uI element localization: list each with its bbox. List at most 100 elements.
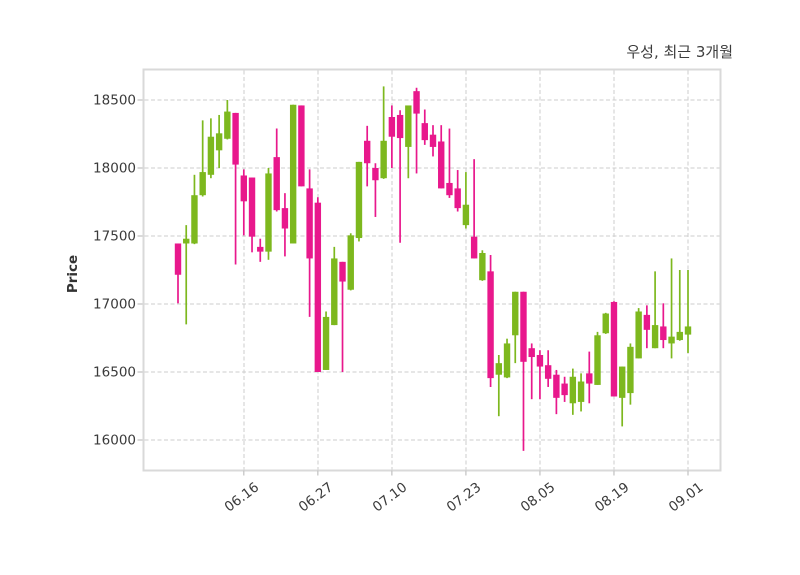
candle-body <box>512 291 519 336</box>
candle-body <box>396 114 404 139</box>
candle-body <box>265 173 272 252</box>
candle-body <box>183 238 190 244</box>
candle-06.30 <box>322 311 330 370</box>
y-axis-label: Price <box>65 255 81 293</box>
x-tick-label: 09.01 <box>666 479 707 515</box>
candle-08.18 <box>602 312 609 334</box>
candle-body <box>363 140 371 164</box>
candle-07.10 <box>388 105 396 168</box>
candle-06.25 <box>298 105 305 187</box>
candle-07.31 <box>512 291 519 364</box>
candle-07.14 <box>405 105 412 179</box>
candle-08.21 <box>627 343 634 405</box>
candle-body <box>372 168 379 181</box>
y-tick-label: 18000 <box>93 161 136 177</box>
candle-body <box>380 140 387 179</box>
candle-body <box>487 271 494 379</box>
candle-body <box>462 204 470 226</box>
candle-body <box>618 366 626 398</box>
candle-body <box>454 188 461 209</box>
candle-body <box>298 105 305 187</box>
y-tick-label: 17000 <box>93 297 136 313</box>
candle-body <box>331 258 338 326</box>
candle-body <box>561 383 568 396</box>
candle-07.15 <box>413 87 420 174</box>
candle-07.09 <box>380 86 387 179</box>
candle-07.07 <box>363 125 371 187</box>
candle-body <box>289 104 297 244</box>
candle-06.16 <box>240 169 248 236</box>
candle-body <box>306 188 313 259</box>
candle-body <box>586 373 593 384</box>
candle-07.24 <box>470 159 478 259</box>
candle-06.10 <box>207 118 215 179</box>
candle-body <box>248 177 256 237</box>
candle-body <box>314 202 322 372</box>
candle-08.19 <box>610 301 618 397</box>
candle-06.23 <box>281 193 289 257</box>
candle-07.01 <box>331 246 338 326</box>
candle-07.08 <box>372 163 379 217</box>
candle-body <box>610 301 618 397</box>
candle-body <box>347 235 354 290</box>
candle-06.27 <box>314 197 322 372</box>
candle-06.04 <box>183 225 190 325</box>
candle-07.16 <box>421 109 428 145</box>
candle-body <box>413 91 420 114</box>
candle-08.04 <box>528 343 535 400</box>
gridlines <box>144 70 720 470</box>
candle-09.01 <box>684 270 692 353</box>
candle-08.27 <box>660 303 667 349</box>
y-tick-label: 18500 <box>93 93 136 109</box>
candle-body <box>569 376 577 404</box>
candle-body <box>684 326 692 335</box>
candle-body <box>536 355 544 367</box>
candle-body <box>602 313 609 334</box>
candle-07.02 <box>339 261 346 372</box>
candle-body <box>503 343 511 378</box>
candle-body <box>594 335 601 385</box>
candle-06.24 <box>289 104 297 244</box>
candle-body <box>405 105 412 147</box>
candle-06.20 <box>273 128 280 212</box>
candle-06.09 <box>199 120 206 197</box>
candle-08.26 <box>651 271 659 349</box>
candle-body <box>470 236 478 259</box>
candle-06.02 <box>174 243 182 304</box>
candle-body <box>479 253 486 281</box>
candle-body <box>174 243 182 275</box>
candle-08.11 <box>569 368 577 415</box>
candle-body <box>281 208 289 229</box>
candle-body <box>273 157 280 211</box>
candle-07.23 <box>462 172 470 229</box>
candle-body <box>438 141 445 189</box>
candle-08.13 <box>586 351 593 404</box>
candles <box>174 86 692 451</box>
candle-body <box>388 117 396 137</box>
candle-body <box>528 348 535 358</box>
candle-08.28 <box>668 258 675 359</box>
candle-body <box>676 331 683 341</box>
candle-07.18 <box>438 125 445 189</box>
candle-07.30 <box>503 338 511 379</box>
candle-body <box>553 374 560 398</box>
candle-08.12 <box>577 373 585 412</box>
candle-08.22 <box>635 308 642 359</box>
candle-08.01 <box>520 291 527 451</box>
candle-07.25 <box>479 250 486 281</box>
x-tick-label: 08.05 <box>518 479 559 515</box>
candle-body <box>635 311 642 359</box>
candle-body <box>199 172 206 196</box>
candle-08.29 <box>676 270 683 341</box>
candle-07.03 <box>347 233 354 291</box>
candle-08.06 <box>544 350 552 387</box>
x-tick-label: 08.19 <box>592 479 633 515</box>
x-tick-label: 07.10 <box>370 479 411 515</box>
candle-body <box>232 112 239 165</box>
candle-body <box>643 314 651 330</box>
candle-06.26 <box>306 169 313 317</box>
candle-07.22 <box>454 170 461 212</box>
candle-body <box>421 123 428 141</box>
x-tick-label: 06.16 <box>222 479 263 515</box>
